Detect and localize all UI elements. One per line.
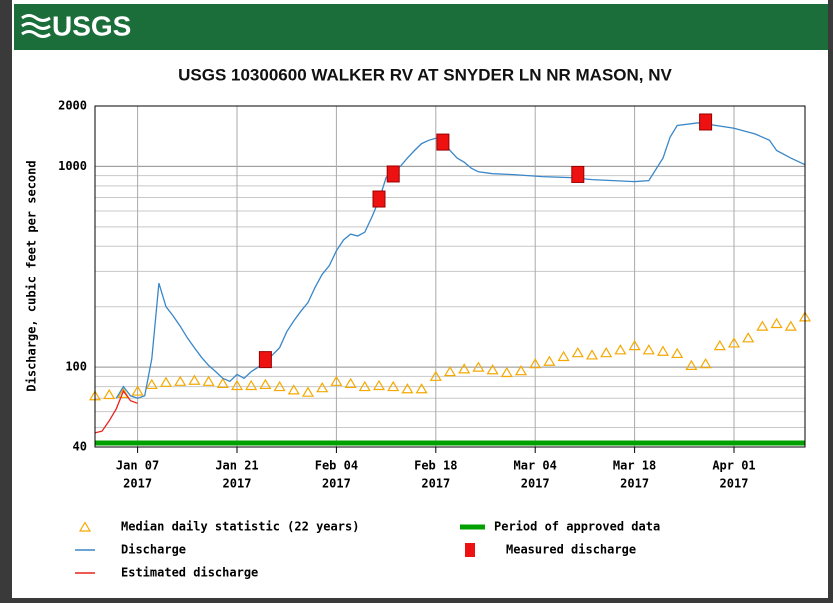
median-marker: [600, 347, 613, 358]
median-marker: [117, 387, 130, 398]
x-tick-label: Feb 04: [315, 459, 358, 473]
median-marker: [159, 376, 173, 387]
median-marker: [571, 347, 584, 358]
median-marker: [287, 384, 300, 395]
median-marker: [585, 349, 599, 360]
x-tick-label: Jan 21: [215, 459, 258, 473]
y-axis-label: Discharge, cubic feet per second: [25, 160, 39, 391]
legend-swatch: [465, 543, 475, 557]
x-tick-label: Mar 04: [514, 459, 557, 473]
median-marker: [230, 379, 244, 391]
median-marker: [656, 345, 670, 356]
x-tick-year: 2017: [421, 477, 450, 491]
median-marker: [429, 370, 442, 381]
median-marker: [500, 366, 513, 378]
y-tick-label: 40: [73, 440, 87, 454]
x-tick-label: Apr 01: [712, 459, 755, 473]
median-marker: [486, 364, 499, 375]
median-marker: [770, 317, 783, 329]
plot-frame: [94, 105, 806, 448]
median-marker: [756, 320, 769, 331]
header-bar: [14, 4, 828, 50]
median-marker: [529, 358, 542, 369]
logo-text: USGS: [52, 10, 131, 41]
y-tick-label: 1000: [58, 159, 87, 173]
chart-title: USGS 10300600 WALKER RV AT SNYDER LN NR …: [178, 65, 672, 84]
y-tick-label: 100: [65, 360, 87, 374]
median-marker: [543, 355, 556, 366]
legend-label: Median daily statistic (22 years): [121, 520, 359, 534]
logo-waves: [21, 14, 51, 38]
median-marker: [415, 383, 428, 394]
x-tick-year: 2017: [223, 477, 252, 491]
x-tick-year: 2017: [123, 477, 152, 491]
median-marker: [514, 365, 528, 376]
median-marker: [472, 361, 485, 372]
median-marker: [458, 363, 471, 374]
median-marker: [387, 380, 400, 392]
median-marker: [216, 377, 229, 388]
median-marker: [188, 374, 201, 385]
legend-swatch: [78, 521, 92, 532]
median-marker: [713, 339, 726, 351]
measured-marker: [571, 165, 585, 183]
median-marker: [628, 339, 641, 351]
median-marker: [401, 383, 414, 394]
median-marker: [443, 365, 457, 377]
median-marker: [642, 344, 655, 355]
median-marker: [202, 375, 215, 386]
median-marker: [557, 350, 570, 362]
measured-marker: [699, 113, 713, 131]
line-series: [115, 122, 806, 399]
line-series: [94, 389, 138, 434]
legend-label: Discharge: [121, 543, 186, 557]
median-marker: [273, 380, 286, 392]
measured-marker: [258, 351, 272, 369]
median-marker: [685, 359, 698, 371]
measured-marker: [372, 190, 386, 208]
median-marker: [145, 378, 158, 390]
median-marker: [301, 386, 315, 397]
median-marker: [784, 320, 797, 331]
legend-label: Period of approved data: [494, 520, 660, 534]
median-marker: [330, 375, 343, 386]
median-marker: [131, 385, 144, 396]
x-tick-label: Mar 18: [613, 459, 656, 473]
median-marker: [358, 380, 371, 392]
measured-marker: [436, 133, 450, 151]
x-tick-year: 2017: [322, 477, 351, 491]
median-marker: [174, 375, 187, 386]
legend-label: Estimated discharge: [121, 566, 258, 580]
measured-marker: [386, 165, 400, 183]
median-marker: [372, 379, 386, 391]
x-tick-year: 2017: [521, 477, 550, 491]
median-marker: [727, 337, 741, 348]
x-tick-label: Jan 07: [116, 459, 159, 473]
x-tick-year: 2017: [620, 477, 649, 491]
median-marker: [259, 378, 272, 390]
median-marker: [245, 379, 258, 391]
median-marker: [742, 332, 755, 343]
panel: [12, 0, 828, 598]
median-marker: [699, 358, 712, 369]
y-tick-label: 2000: [58, 99, 87, 113]
x-tick-label: Feb 18: [414, 459, 457, 473]
median-marker: [316, 381, 329, 393]
x-tick-year: 2017: [720, 477, 749, 491]
legend-label: Measured discharge: [506, 543, 636, 557]
median-marker: [614, 344, 627, 355]
median-marker: [103, 388, 116, 400]
median-marker: [671, 347, 684, 359]
median-marker: [344, 377, 357, 388]
